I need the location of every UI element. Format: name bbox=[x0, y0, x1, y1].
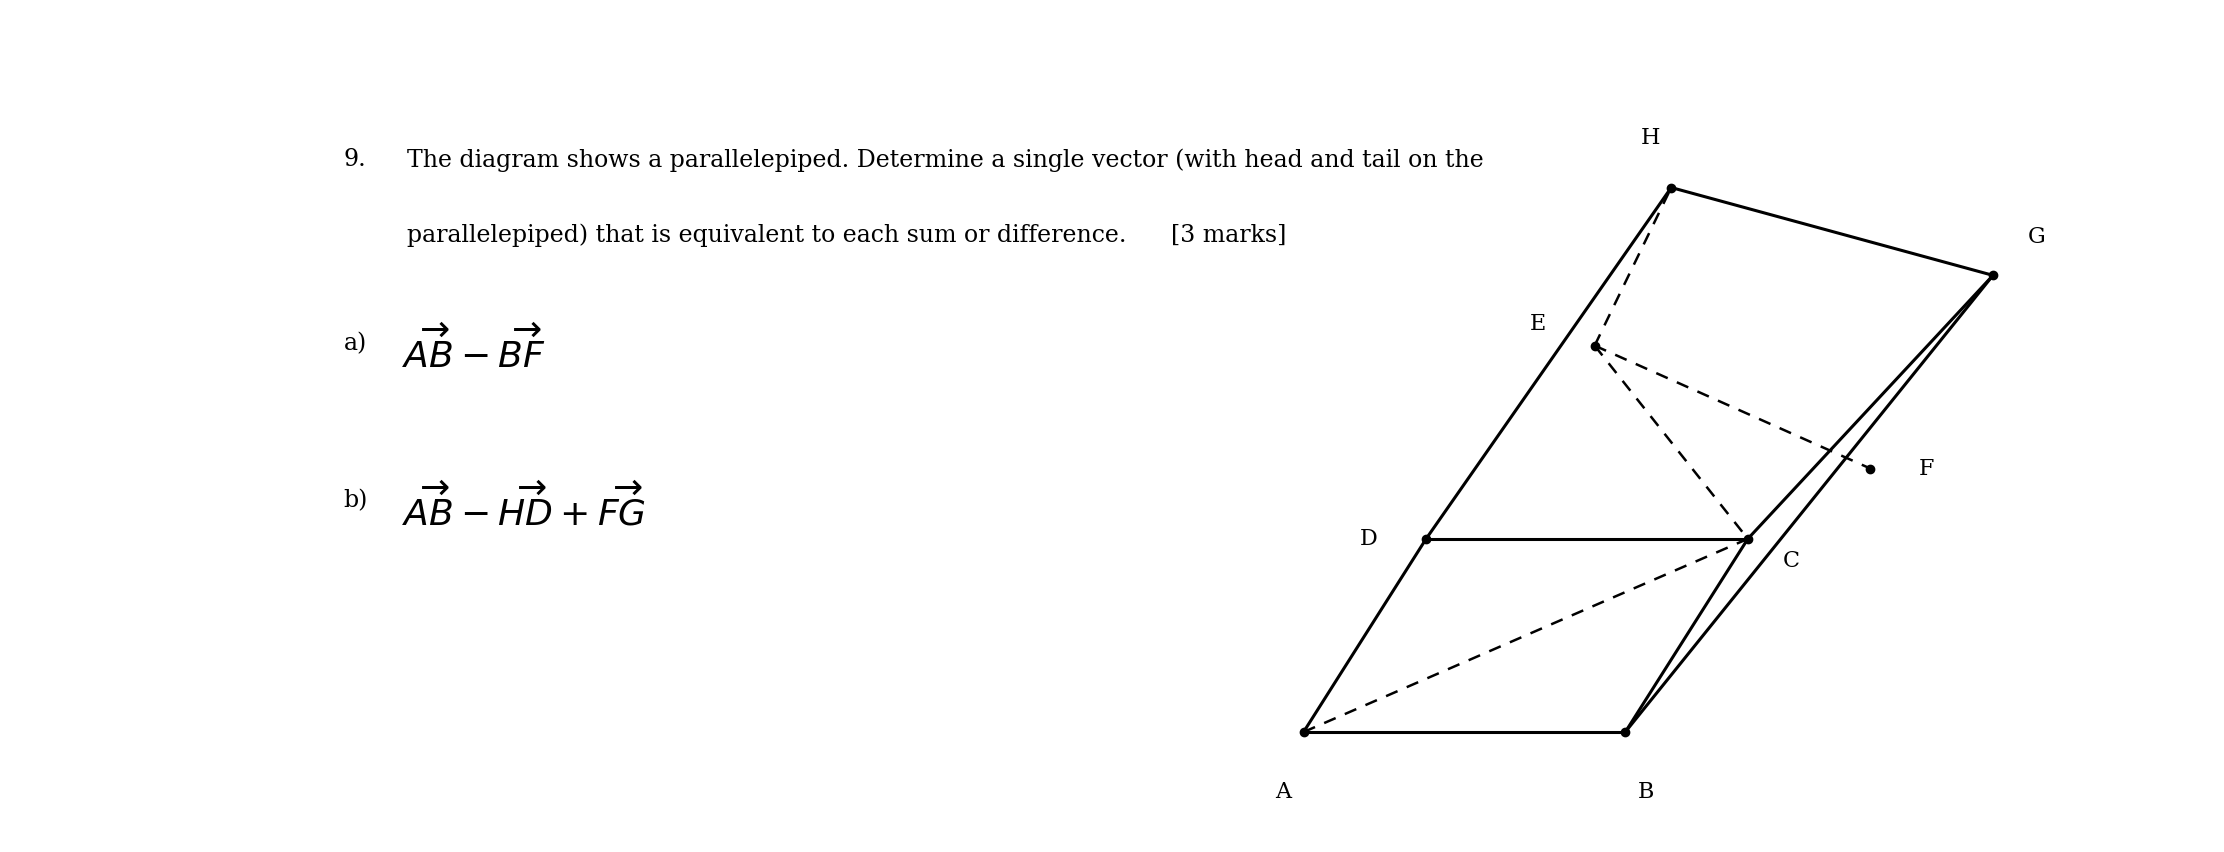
Text: A: A bbox=[1274, 781, 1290, 803]
Text: 9.: 9. bbox=[342, 148, 367, 171]
Text: [3 marks]: [3 marks] bbox=[1170, 223, 1285, 246]
Text: The diagram shows a parallelepiped. Determine a single vector (with head and tai: The diagram shows a parallelepiped. Dete… bbox=[407, 148, 1483, 172]
Text: $\overrightarrow{AB} - \overrightarrow{HD} + \overrightarrow{FG}$: $\overrightarrow{AB} - \overrightarrow{H… bbox=[403, 483, 647, 532]
Text: parallelepiped) that is equivalent to each sum or difference.: parallelepiped) that is equivalent to ea… bbox=[407, 223, 1128, 247]
Text: $\overrightarrow{AB} - \overrightarrow{BF}$: $\overrightarrow{AB} - \overrightarrow{B… bbox=[403, 325, 545, 375]
Text: D: D bbox=[1361, 528, 1379, 550]
Text: H: H bbox=[1641, 128, 1661, 149]
Text: G: G bbox=[2028, 226, 2046, 248]
Text: b): b) bbox=[342, 489, 367, 512]
Text: F: F bbox=[1919, 458, 1935, 480]
Text: B: B bbox=[1637, 781, 1655, 803]
Text: E: E bbox=[1530, 313, 1546, 335]
Text: a): a) bbox=[342, 332, 367, 354]
Text: C: C bbox=[1781, 550, 1799, 572]
